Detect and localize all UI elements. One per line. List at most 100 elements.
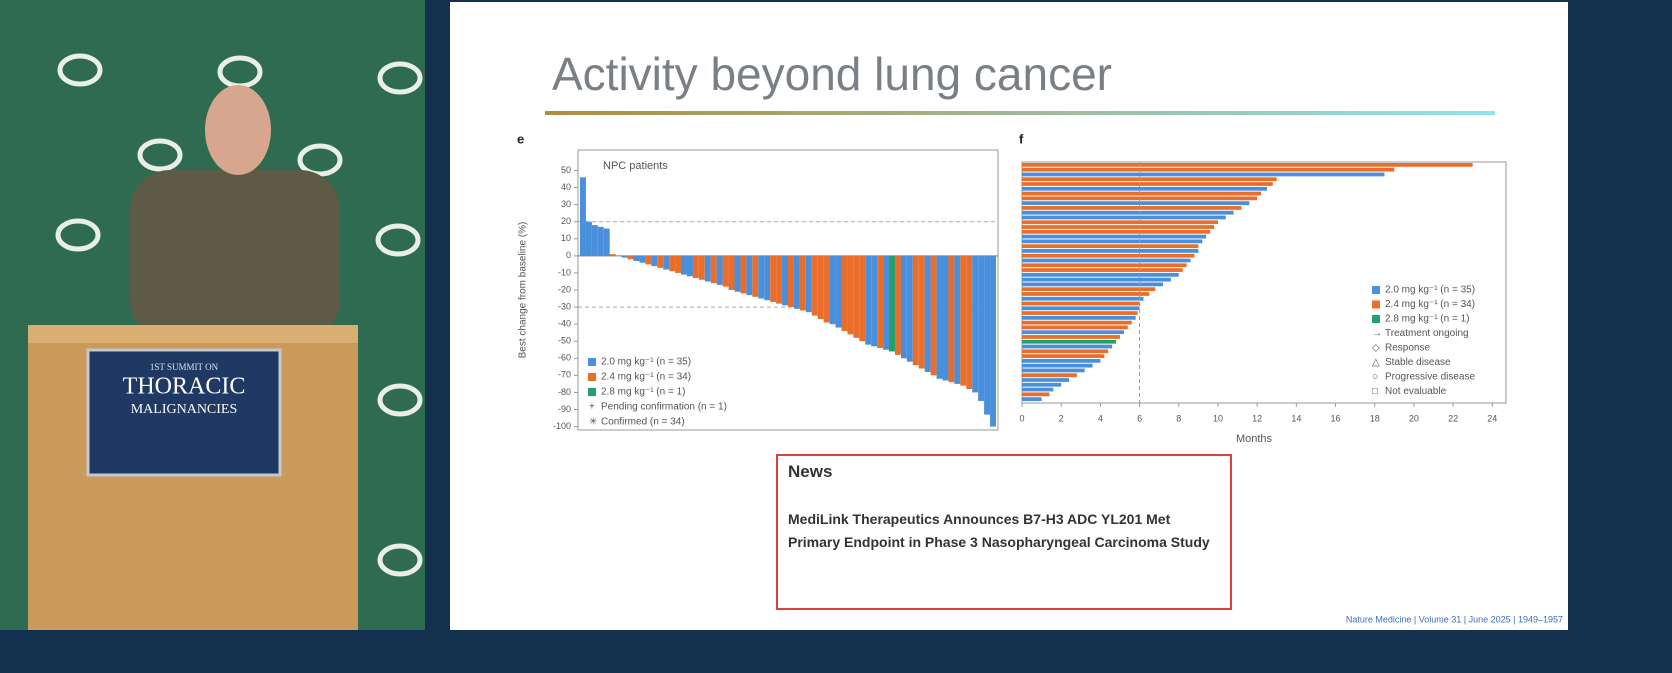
bar <box>906 255 913 362</box>
bar <box>657 255 664 268</box>
swim-bar <box>1022 296 1144 301</box>
legend-symbol: → <box>1372 328 1382 339</box>
swim-bar <box>1022 277 1171 282</box>
podium-sign <box>86 348 282 477</box>
y-tick-label: 30 <box>561 199 571 209</box>
swim-bar <box>1022 287 1156 292</box>
swim-bar <box>1022 292 1150 296</box>
bar <box>633 255 640 261</box>
bar <box>877 255 884 349</box>
swim-bar <box>1022 382 1062 387</box>
x-tick-label: 4 <box>1098 413 1103 423</box>
bar <box>585 221 592 256</box>
bar <box>811 255 818 316</box>
swim-bar <box>1022 392 1050 397</box>
speaker-head <box>205 85 271 175</box>
bar <box>853 255 860 338</box>
bar <box>710 255 717 284</box>
bar <box>829 255 836 325</box>
swim-bar <box>1022 320 1132 325</box>
swim-bar <box>1022 363 1093 368</box>
legend-swatch <box>588 358 596 366</box>
bar <box>734 255 741 292</box>
legend-label: Progressive disease <box>1385 372 1475 383</box>
legend-swatch <box>588 388 596 396</box>
bar <box>835 255 842 328</box>
bar <box>681 255 687 275</box>
legend-swatch <box>1372 315 1380 323</box>
bar <box>912 255 919 366</box>
annotation: NPC patients <box>603 160 668 172</box>
swim-bar <box>1022 215 1226 220</box>
bar <box>728 255 735 290</box>
swim-bar <box>1022 234 1207 239</box>
x-tick-label: 6 <box>1137 413 1142 423</box>
swim-bar <box>1022 201 1250 206</box>
bar <box>847 255 854 335</box>
bar <box>871 255 878 347</box>
bar <box>746 255 753 296</box>
bar <box>883 255 890 350</box>
news-heading: News <box>788 462 833 481</box>
bar <box>639 255 646 263</box>
bar <box>669 255 676 272</box>
swim-bar <box>1022 387 1054 392</box>
legend-symbol: + <box>589 402 595 413</box>
bar <box>716 255 723 285</box>
swim-bar <box>1022 206 1242 210</box>
legend-symbol: ◇ <box>1372 343 1380 354</box>
bar <box>651 255 658 267</box>
bar <box>918 255 925 369</box>
swim-bar <box>1022 272 1179 277</box>
bar <box>894 255 901 355</box>
swim-bar <box>1022 253 1195 258</box>
swim-bar <box>1022 249 1199 253</box>
y-tick-label: -30 <box>558 301 571 311</box>
legend-symbol: △ <box>1372 357 1380 368</box>
x-tick-label: 8 <box>1176 413 1181 423</box>
legend-swatch <box>1372 286 1380 294</box>
swim-bar <box>1022 210 1234 215</box>
y-tick-label: 20 <box>561 216 571 226</box>
bar <box>948 255 955 383</box>
y-tick-label: -80 <box>558 387 571 397</box>
swim-bar <box>1022 244 1199 249</box>
bar <box>841 255 848 331</box>
bar <box>960 255 967 386</box>
bar <box>675 255 682 273</box>
bar <box>936 255 943 379</box>
swim-bar <box>1022 335 1120 339</box>
x-tick-label: 10 <box>1213 413 1223 423</box>
x-tick-label: 18 <box>1370 413 1380 423</box>
swim-bar <box>1022 358 1101 363</box>
x-tick-label: 12 <box>1252 413 1262 423</box>
y-tick-label: -90 <box>558 404 571 414</box>
legend-label: 2.8 mg kg⁻¹ (n = 1) <box>1385 314 1469 325</box>
bar <box>942 255 949 381</box>
swim-bar <box>1022 306 1140 311</box>
swim-bar <box>1022 330 1124 335</box>
bar <box>924 255 931 372</box>
bar <box>930 255 937 376</box>
swim-bar <box>1022 349 1109 354</box>
legend-swatch <box>1372 300 1380 309</box>
bar <box>823 255 830 323</box>
swim-bar <box>1022 177 1277 182</box>
swim-bar <box>1022 311 1138 315</box>
bar <box>621 255 628 258</box>
bar <box>954 255 961 384</box>
swim-bar <box>1022 344 1113 349</box>
bar <box>782 255 788 306</box>
y-tick-label: 40 <box>561 182 571 192</box>
bar <box>776 255 783 304</box>
x-tick-label: 2 <box>1059 413 1064 423</box>
x-tick-label: 0 <box>1019 413 1024 423</box>
bar <box>597 226 604 256</box>
swim-bar <box>1022 258 1191 263</box>
swim-bar <box>1022 239 1203 244</box>
bar <box>692 255 699 279</box>
legend-swatch <box>588 373 596 381</box>
legend-label: 2.8 mg kg⁻¹ (n = 1) <box>601 387 685 398</box>
